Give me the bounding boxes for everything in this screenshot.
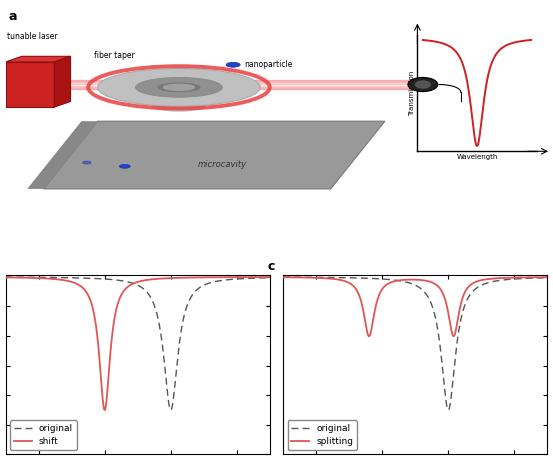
Ellipse shape: [98, 68, 260, 106]
Ellipse shape: [135, 78, 222, 97]
Ellipse shape: [163, 84, 195, 91]
Text: fiber taper: fiber taper: [93, 51, 134, 60]
Text: c: c: [267, 261, 275, 274]
Polygon shape: [27, 121, 98, 189]
Legend: original, splitting: original, splitting: [288, 420, 357, 450]
Circle shape: [226, 62, 240, 67]
Text: microcavity: microcavity: [198, 160, 247, 169]
Polygon shape: [54, 56, 71, 107]
Polygon shape: [6, 62, 54, 107]
Ellipse shape: [415, 80, 431, 89]
Text: nanoparticle: nanoparticle: [244, 60, 293, 69]
Ellipse shape: [152, 101, 206, 112]
Polygon shape: [44, 121, 385, 189]
Text: photodetector: photodetector: [418, 44, 472, 52]
Ellipse shape: [408, 78, 438, 92]
Circle shape: [119, 164, 130, 168]
Text: tunable laser: tunable laser: [7, 32, 58, 41]
Circle shape: [82, 161, 91, 164]
Polygon shape: [6, 56, 71, 62]
Ellipse shape: [157, 83, 201, 92]
Legend: original, shift: original, shift: [10, 420, 77, 450]
Text: a: a: [8, 10, 17, 23]
